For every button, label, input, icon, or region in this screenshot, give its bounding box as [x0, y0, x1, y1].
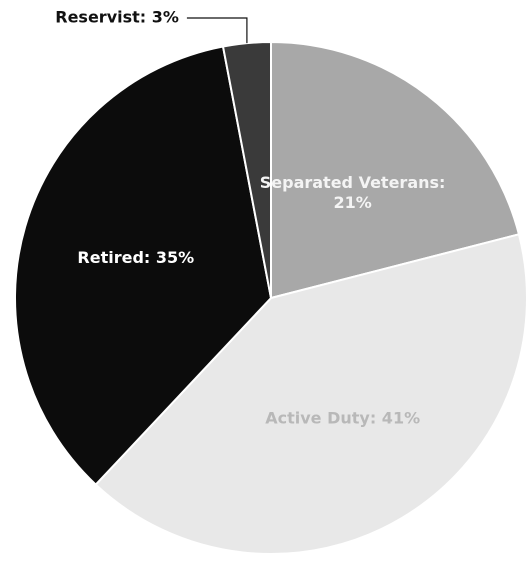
- pie-slice: [94, 233, 528, 555]
- label-line: Separated Veterans:: [260, 173, 446, 192]
- pie-slice: [270, 40, 521, 300]
- data-label: Retired: 35%: [77, 248, 194, 267]
- data-label: Separated Veterans: 21%: [260, 173, 446, 212]
- pie-slice: [14, 45, 273, 487]
- data-label: Reservist: 3%: [55, 8, 179, 27]
- label-line: 21%: [333, 193, 371, 212]
- data-label: Active Duty: 41%: [265, 409, 420, 428]
- leader-line: [186, 17, 248, 44]
